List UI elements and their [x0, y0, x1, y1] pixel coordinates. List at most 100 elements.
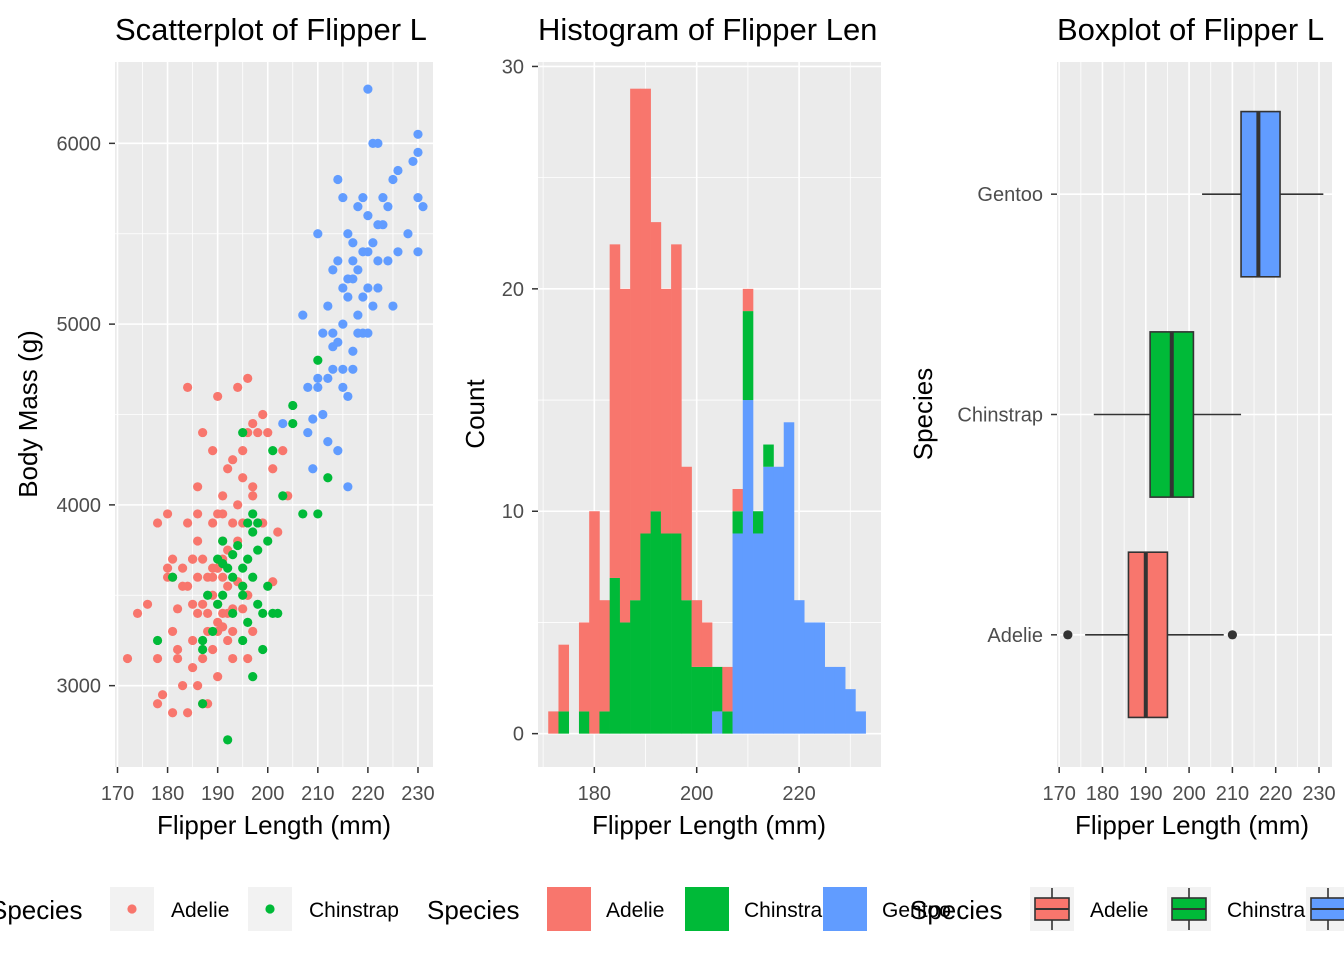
scatter-point-chinstrap [228, 608, 238, 618]
scatter-x-axis-title: Flipper Length (mm) [157, 810, 391, 840]
histogram-bar-chinstrap [630, 600, 641, 734]
histogram-bar-adelie [578, 622, 590, 712]
scatter-point-adelie [122, 653, 133, 664]
scatter-point-chinstrap [238, 427, 248, 438]
histogram-bar-gentoo [712, 711, 723, 734]
histogram-y-tick-label: 20 [502, 279, 524, 301]
scatter-point-chinstrap [238, 563, 248, 573]
scatter-point-gentoo [353, 202, 363, 212]
scatter-point-gentoo [353, 310, 363, 320]
legends: Species Adelie Chinstrap Species Adelie Chins… [0, 887, 1344, 931]
scatter-point-gentoo [393, 247, 403, 257]
scatter-point-chinstrap [233, 540, 243, 551]
scatter-point-adelie [208, 572, 218, 582]
scatter-point-gentoo [358, 192, 368, 203]
scatter-point-adelie [193, 509, 203, 519]
scatter-point-gentoo [303, 382, 313, 392]
histogram-bar-chinstrap [742, 311, 754, 401]
scatter-point-adelie [162, 509, 173, 519]
histogram-bar-chinstrap [578, 711, 590, 734]
scatter-y-axis-title: Body Mass (g) [13, 330, 43, 498]
scatter-point-chinstrap [298, 509, 308, 519]
scatter-point-adelie [233, 500, 243, 510]
boxplot-x-tick-label: 200 [1172, 783, 1205, 805]
scatter-point-chinstrap [218, 590, 228, 600]
histogram-bar-gentoo [783, 422, 795, 734]
scatter-point-gentoo [383, 202, 393, 212]
histogram-bar-gentoo [753, 533, 764, 734]
scatter-point-adelie [188, 599, 198, 609]
scatter-point-gentoo [353, 265, 363, 275]
scatter-x-tick-label: 180 [151, 783, 184, 805]
scatter-point-gentoo [368, 301, 378, 311]
histogram-bar-chinstrap [691, 666, 703, 734]
scatter-point-adelie [243, 373, 253, 383]
scatter-point-gentoo [348, 346, 358, 356]
histogram-bar-adelie [691, 600, 703, 667]
scatter-point-gentoo [348, 274, 358, 284]
scatter-point-adelie [157, 690, 168, 700]
boxplot-x-tick-label: 190 [1129, 783, 1162, 805]
legend-key-gentoo [1306, 887, 1344, 931]
histogram-y-ticks: 0 10 20 30 [502, 56, 538, 746]
scatter-point-adelie [178, 581, 188, 591]
legend-swatch-adelie [547, 887, 591, 931]
legend-label-gentoo: Gentoo [882, 899, 951, 922]
boxplot-y-axis-title: Species [908, 368, 938, 461]
scatter-point-adelie [233, 382, 243, 392]
scatter-point-gentoo [343, 292, 353, 302]
scatter-y-tick-label: 3000 [57, 676, 102, 698]
scatter-point-adelie [243, 653, 253, 664]
scatter-point-adelie [178, 681, 188, 691]
scatter-point-adelie [223, 464, 233, 474]
scatter-point-chinstrap [248, 672, 258, 682]
scatter-point-adelie [188, 635, 198, 646]
scatter-point-chinstrap [248, 572, 258, 582]
scatter-point-gentoo [348, 238, 358, 248]
scatter-point-gentoo [333, 174, 343, 185]
scatter-point-gentoo [333, 256, 343, 266]
histogram-x-tick-label: 180 [578, 783, 611, 805]
scatter-point-gentoo [418, 202, 428, 212]
scatter-point-chinstrap [238, 635, 248, 646]
scatter-point-gentoo [323, 301, 333, 311]
boxplot-x-axis-title: Flipper Length (mm) [1075, 810, 1309, 840]
scatter-point-adelie [228, 455, 238, 465]
scatter-x-tick-label: 230 [401, 783, 434, 805]
histogram-bar-chinstrap [732, 511, 744, 534]
scatter-point-chinstrap [313, 509, 323, 519]
scatter-point-gentoo [373, 138, 383, 148]
legend-swatch-gentoo [823, 887, 867, 931]
scatter-point-adelie [208, 644, 218, 655]
scatter-point-gentoo [328, 364, 338, 374]
scatter-point-adelie [263, 427, 273, 438]
scatter-point-gentoo [373, 283, 383, 293]
histogram-title: Histogram of Flipper Len [538, 12, 877, 47]
boxplot-x-tick-label: 170 [1042, 783, 1075, 805]
scatter-point-gentoo [323, 373, 333, 383]
scatter-point-adelie [223, 635, 233, 646]
scatter-point-chinstrap [208, 626, 218, 637]
histogram-bar-gentoo [793, 600, 805, 734]
histogram-bar-adelie [589, 511, 600, 734]
scatter-points [122, 84, 428, 745]
histogram-bar-chinstrap [599, 711, 610, 734]
histogram-bar-chinstrap [660, 533, 672, 734]
scatter-point-adelie [183, 518, 193, 528]
scatter-point-chinstrap [288, 400, 298, 411]
scatter-point-chinstrap [223, 735, 233, 745]
boxplot-x-tick-label: 220 [1259, 783, 1292, 805]
scatter-point-gentoo [348, 256, 358, 266]
scatter-point-adelie [132, 608, 143, 618]
histogram-bar-adelie [640, 88, 651, 534]
scatter-point-adelie [218, 572, 228, 582]
scatter-point-adelie [172, 604, 183, 614]
scatter-point-gentoo [363, 247, 373, 257]
scatter-point-gentoo [413, 147, 423, 157]
scatter-point-gentoo [308, 464, 318, 474]
scatter-point-gentoo [328, 265, 338, 275]
scatter-point-gentoo [313, 382, 323, 392]
scatter-point-chinstrap [203, 590, 213, 600]
scatter-point-chinstrap [258, 608, 268, 618]
legend-key-adelie [1030, 887, 1074, 931]
